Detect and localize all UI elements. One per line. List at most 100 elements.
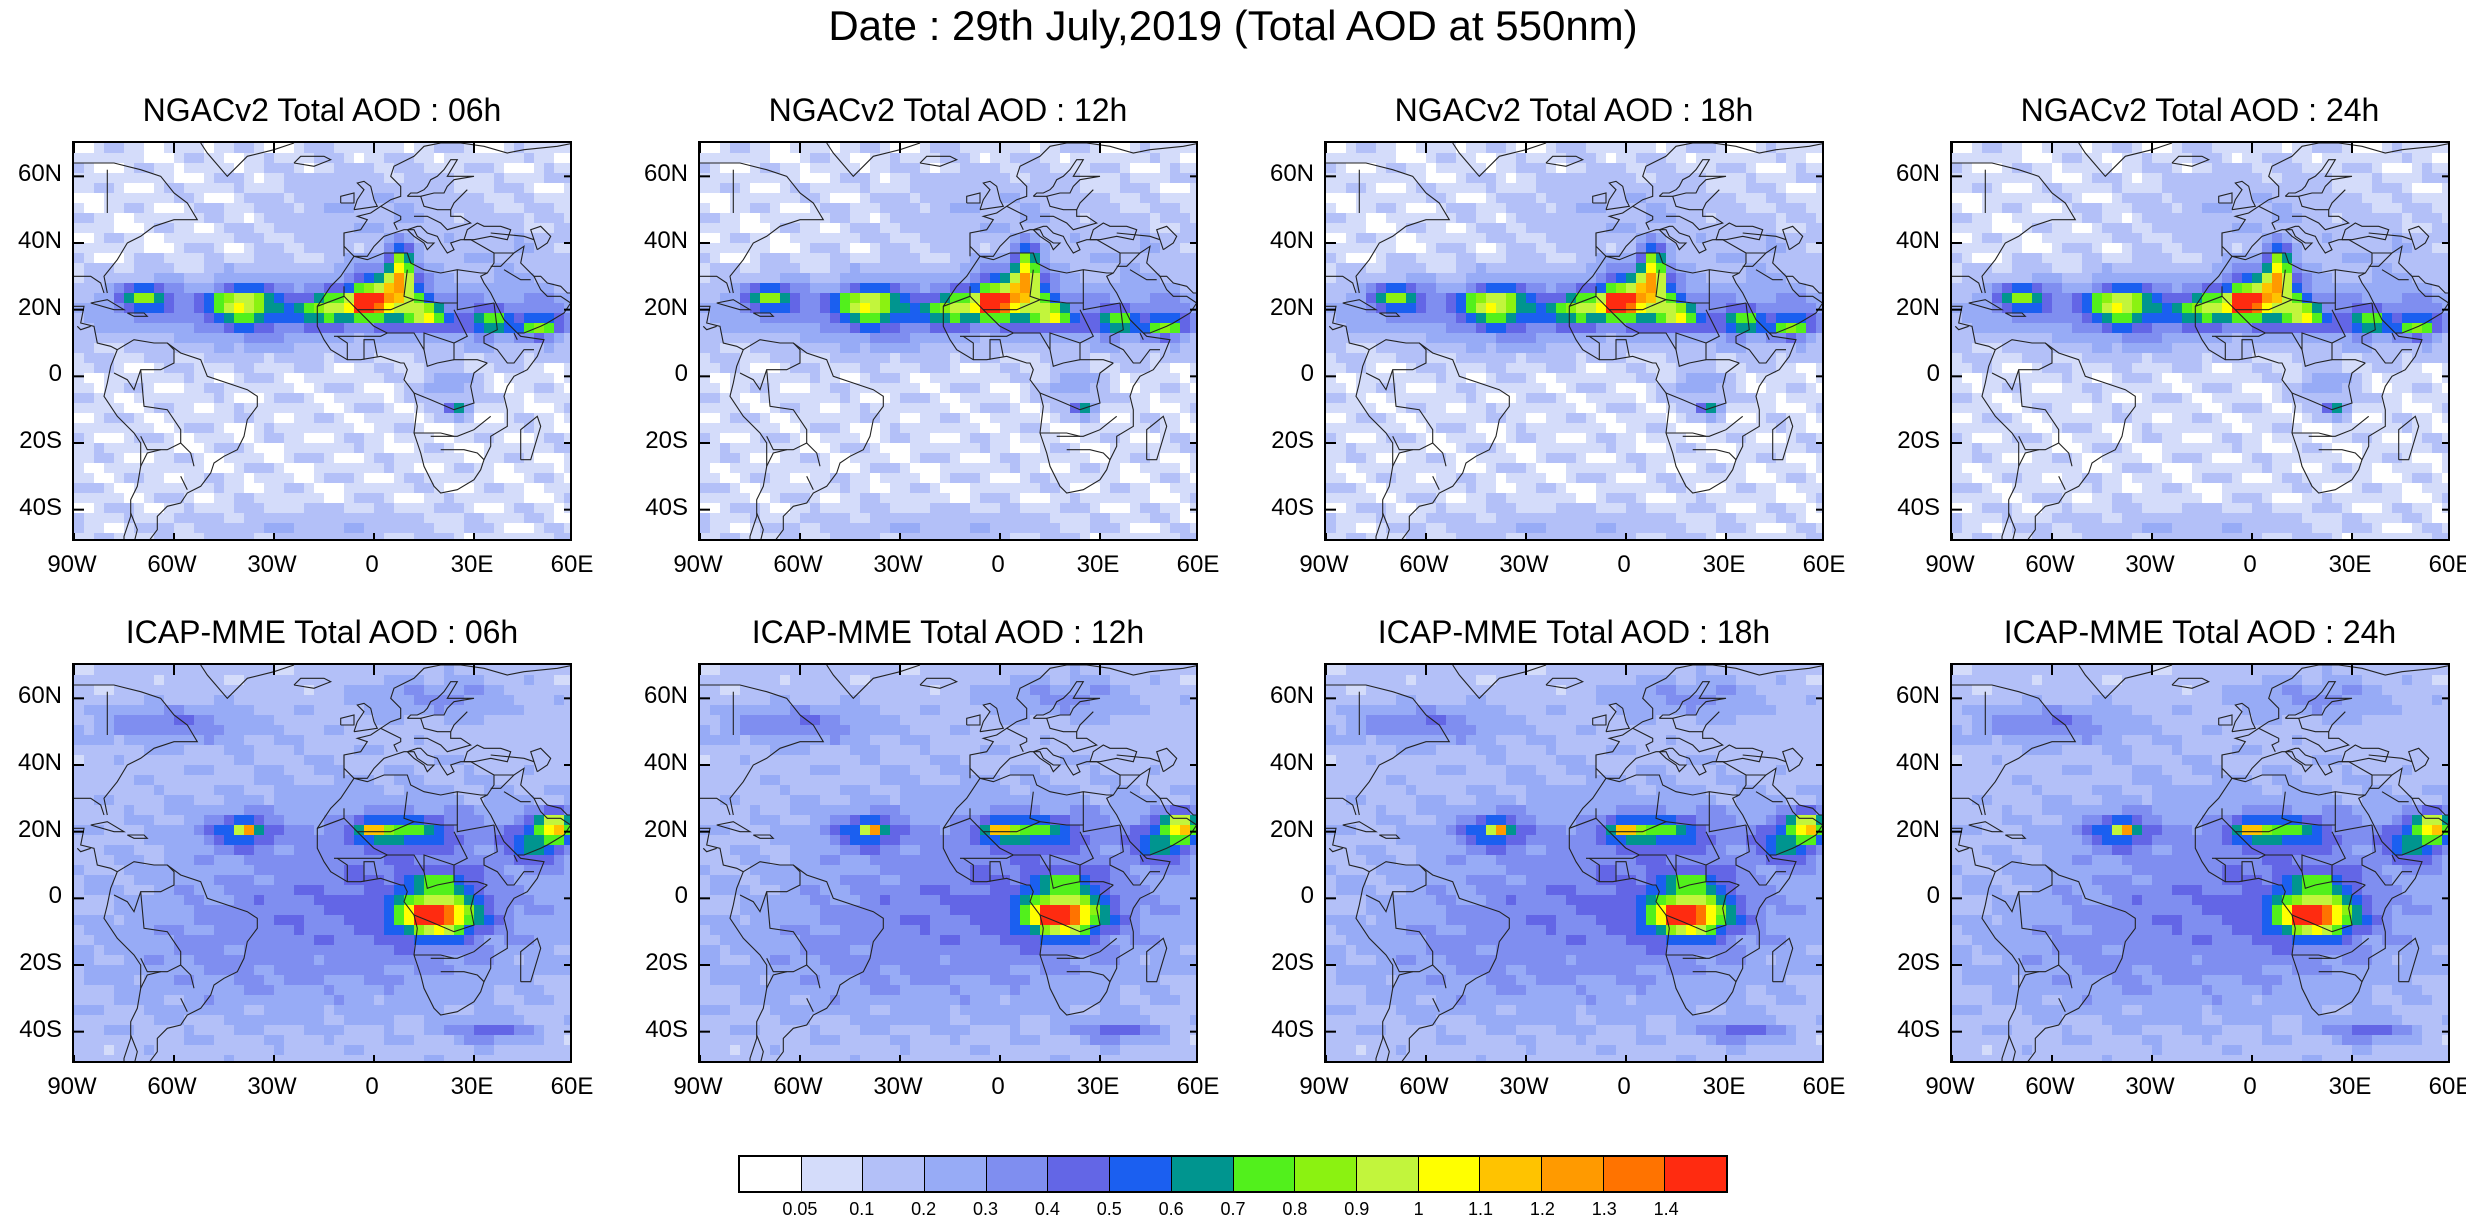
- lat-tick-label: 20S: [1271, 949, 1314, 976]
- colorbar-box: [1480, 1157, 1542, 1191]
- lat-tick-label: 60N: [643, 682, 688, 710]
- lon-tick-label: 0: [1617, 551, 1631, 578]
- lat-tick-label: 40S: [645, 1015, 688, 1043]
- aod-map: [700, 665, 1196, 1061]
- coastlines: [1952, 143, 2448, 539]
- lat-tick-label: 20N: [1269, 815, 1314, 843]
- lon-tick-label: 60W: [2025, 1073, 2075, 1100]
- lon-tick-label: 30W: [1499, 551, 1549, 578]
- axis-ticks: [700, 143, 1196, 539]
- lat-tick-label: 0: [48, 882, 62, 910]
- lon-tick-label: 30W: [2125, 551, 2175, 578]
- lon-tick-label: 30E: [450, 1073, 494, 1100]
- colorbar-box: [1356, 1157, 1419, 1191]
- aod-field: [700, 143, 1196, 539]
- lat-tick-label: 40N: [17, 749, 62, 776]
- colorbar-label: 0.4: [1034, 1199, 1060, 1219]
- coastlines: [700, 665, 1196, 1061]
- lat-tick-label: 20N: [17, 293, 62, 321]
- panel-title: ICAP-MME Total AOD : 12h: [751, 614, 1145, 650]
- colorbar-label: 1.2: [1529, 1199, 1555, 1219]
- lat-tick-label: 0: [1300, 882, 1314, 910]
- aod-field: [700, 665, 1196, 1061]
- aod-field: [1952, 665, 2448, 1061]
- colorbar-box: [925, 1157, 987, 1191]
- colorbar-box: [1295, 1157, 1357, 1191]
- lat-tick-label: 60N: [17, 682, 62, 710]
- lon-tick-label: 30E: [450, 551, 494, 578]
- lat-tick-label: 20S: [1271, 427, 1314, 454]
- lon-tick-label: 30E: [1702, 1073, 1746, 1100]
- colorbar-label: 0.1: [849, 1199, 875, 1219]
- colorbar-box: [1233, 1157, 1296, 1191]
- map-frame: [72, 663, 572, 1063]
- lat-tick-label: 40N: [1895, 227, 1940, 254]
- lat-tick-label: 40N: [643, 227, 688, 254]
- lat-tick-label: 60N: [643, 160, 688, 188]
- lon-tick-label: 90W: [673, 551, 723, 578]
- lat-tick-label: 40S: [645, 493, 688, 521]
- lat-tick-label: 60N: [1269, 682, 1314, 710]
- lon-tick-label: 90W: [1299, 1073, 1349, 1100]
- coastlines: [700, 143, 1196, 539]
- lon-tick-label: 0: [365, 551, 379, 578]
- lat-tick-label: 20S: [645, 949, 688, 976]
- coastlines: [74, 143, 570, 539]
- lat-tick-label: 60N: [1895, 682, 1940, 710]
- lat-tick-label: 0: [1926, 360, 1940, 388]
- lat-tick-label: 40S: [1271, 493, 1314, 521]
- colorbar-box: [1541, 1157, 1604, 1191]
- lon-tick-label: 30W: [2125, 1073, 2175, 1100]
- colorbar-label: 1.1: [1467, 1199, 1494, 1219]
- lat-tick-label: 20N: [643, 815, 688, 843]
- lon-tick-label: 30W: [247, 551, 297, 578]
- colorbar: [738, 1155, 1728, 1193]
- lat-tick-label: 20S: [1897, 949, 1940, 976]
- map-frame: [1950, 141, 2450, 541]
- lat-tick-label: 20N: [643, 293, 688, 321]
- lat-tick-label: 20N: [1895, 293, 1940, 321]
- lat-tick-label: 40S: [1897, 1015, 1940, 1043]
- lat-tick-label: 40N: [1895, 749, 1940, 776]
- colorbar-label: 0.7: [1220, 1199, 1246, 1219]
- lat-tick-label: 20N: [1269, 293, 1314, 321]
- lon-tick-label: 60W: [147, 551, 197, 578]
- lat-tick-label: 40S: [19, 493, 62, 521]
- lon-tick-label: 60E: [1176, 1073, 1220, 1100]
- lat-tick-label: 0: [674, 882, 688, 910]
- panel-title: NGACv2 Total AOD : 12h: [768, 92, 1128, 128]
- colorbar-label: 0.2: [911, 1199, 937, 1219]
- lat-tick-label: 60N: [1269, 160, 1314, 188]
- colorbar-box: [986, 1157, 1049, 1191]
- panel-title: NGACv2 Total AOD : 18h: [1394, 92, 1754, 128]
- aod-map: [74, 143, 570, 539]
- lon-tick-label: 30W: [873, 551, 923, 578]
- lon-tick-label: 30E: [1076, 1073, 1120, 1100]
- colorbar-label: 0.3: [972, 1199, 999, 1219]
- axis-ticks: [1326, 665, 1822, 1061]
- lon-tick-label: 0: [991, 1073, 1005, 1100]
- lon-tick-label: 60E: [1802, 551, 1846, 578]
- panel-title: ICAP-MME Total AOD : 06h: [125, 614, 519, 650]
- lon-tick-label: 60W: [773, 551, 823, 578]
- lon-tick-label: 30W: [247, 1073, 297, 1100]
- colorbar-label: 0.6: [1158, 1199, 1184, 1219]
- axis-ticks: [1952, 665, 2448, 1061]
- lon-tick-label: 90W: [673, 1073, 723, 1100]
- map-frame: [1324, 663, 1824, 1063]
- lat-tick-label: 40N: [1269, 227, 1314, 254]
- lat-tick-label: 40S: [19, 1015, 62, 1043]
- panel-title: NGACv2 Total AOD : 24h: [2020, 92, 2380, 128]
- lon-tick-label: 90W: [47, 551, 97, 578]
- lon-tick-label: 60W: [1399, 1073, 1449, 1100]
- lon-tick-label: 0: [991, 551, 1005, 578]
- figure-title: Date : 29th July,2019 (Total AOD at 550n…: [828, 2, 1638, 49]
- lon-tick-label: 90W: [1299, 551, 1349, 578]
- aod-map: [1326, 665, 1822, 1061]
- map-frame: [1950, 663, 2450, 1063]
- lon-tick-label: 90W: [1925, 1073, 1975, 1100]
- lon-tick-label: 0: [2243, 1073, 2257, 1100]
- axis-ticks: [74, 665, 570, 1061]
- map-frame: [698, 663, 1198, 1063]
- lat-tick-label: 40S: [1271, 1015, 1314, 1043]
